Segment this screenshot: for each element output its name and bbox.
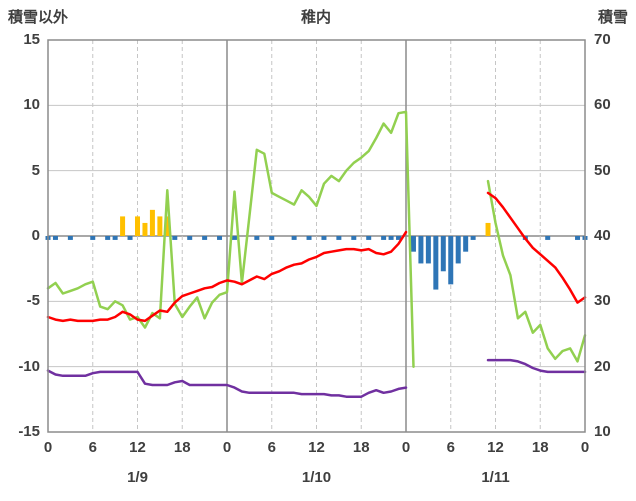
right-axis-tick: 70: [594, 31, 611, 48]
x-axis-tick: 18: [173, 439, 191, 456]
right-axis-tick: 50: [594, 161, 611, 179]
x-axis-tick: 0: [580, 439, 590, 456]
left-axis-title: 積雪以外: [8, 9, 69, 26]
x-axis-tick: 18: [352, 439, 370, 456]
chart-title: 稚内: [300, 9, 332, 26]
x-axis-tick: 6: [88, 439, 97, 456]
x-axis-tick: 12: [308, 439, 325, 456]
x-axis-tick: 0: [222, 439, 232, 456]
right-axis-tick: 40: [594, 227, 611, 244]
date-label: 1/10: [301, 469, 332, 486]
left-axis-tick: 10: [23, 96, 40, 114]
x-axis-tick: 6: [446, 439, 455, 456]
right-axis-tick: 10: [594, 423, 611, 440]
right-axis-title: 積雪: [597, 9, 628, 26]
date-label: 1/11: [481, 469, 510, 486]
right-axis-tick: 60: [594, 96, 611, 114]
left-axis-tick: -5: [26, 292, 40, 310]
left-axis-tick: -10: [18, 357, 40, 375]
x-axis-tick: 6: [267, 439, 276, 456]
right-axis-tick: 20: [594, 357, 611, 375]
left-axis-tick: 15: [23, 31, 40, 48]
right-axis-tick: 30: [594, 292, 611, 310]
x-axis-tick: 12: [129, 439, 146, 456]
date-label: 1/9: [127, 469, 148, 486]
x-axis-tick: 12: [487, 439, 504, 456]
left-axis-tick: 5: [31, 161, 40, 179]
x-axis-tick: 0: [43, 439, 53, 456]
x-axis-tick: 0: [401, 439, 411, 456]
x-axis-tick: 18: [531, 439, 549, 456]
left-axis-tick: 0: [31, 227, 40, 244]
left-axis-tick: -15: [18, 423, 40, 440]
